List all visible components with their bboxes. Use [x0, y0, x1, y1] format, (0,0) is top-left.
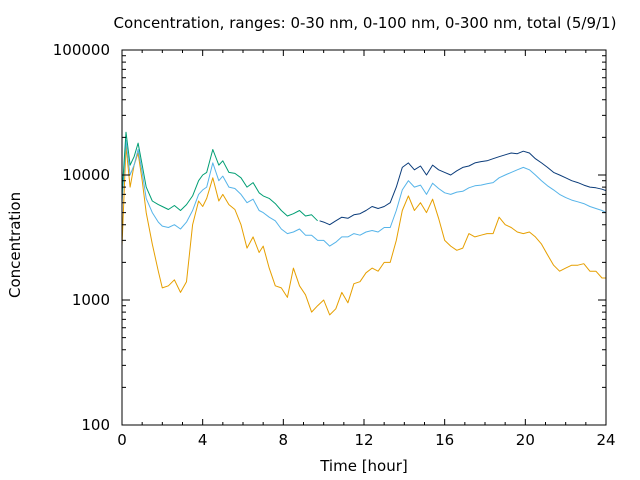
x-tick-label: 12	[354, 431, 373, 449]
series-line-2	[121, 139, 607, 247]
series-line-1	[121, 145, 606, 316]
y-axis-label: Concentration	[6, 191, 24, 298]
plot-frame	[121, 49, 607, 426]
series-line-3	[121, 131, 318, 222]
x-tick-label: 0	[117, 431, 127, 449]
x-axis-label: Time [hour]	[320, 457, 408, 475]
series-line-4	[319, 150, 607, 226]
y-tick-label: 10000	[62, 166, 110, 184]
y-tick-label: 100000	[53, 41, 110, 59]
x-tick-label: 24	[596, 431, 615, 449]
x-tick-label: 20	[516, 431, 535, 449]
x-tick-label: 16	[435, 431, 454, 449]
x-tick-label: 4	[198, 431, 208, 449]
x-tick-label: 8	[279, 431, 289, 449]
plot-area	[121, 131, 607, 316]
y-tick-label: 1000	[72, 291, 110, 309]
axes: 0 4 8 12 16 20 24 100 1000 10000 100000	[53, 41, 616, 449]
chart-title: Concentration, ranges: 0-30 nm, 0-100 nm…	[113, 14, 617, 32]
y-tick-label: 100	[81, 416, 110, 434]
